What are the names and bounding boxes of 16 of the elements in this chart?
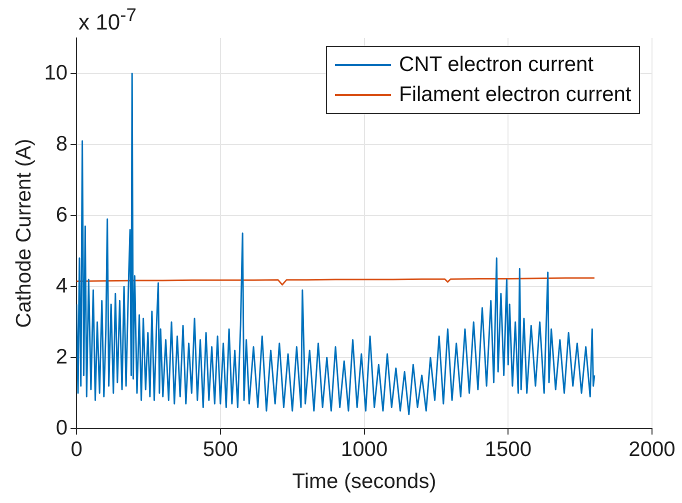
x-tick-label: 1500 <box>484 438 532 461</box>
text: x 10$^{-7}$ <box>78 4 136 36</box>
y-tick-label: 8 <box>56 132 68 156</box>
y-tick-label: 10 <box>44 61 68 84</box>
y-tick-label: 4 <box>56 274 68 298</box>
y-tick-label: 0 <box>56 416 68 440</box>
y-tick-label: 6 <box>56 203 68 226</box>
legend-label: Filament electron current <box>399 82 632 108</box>
x-tick-label: 0 <box>70 438 82 461</box>
x-axis-title: Time (seconds) <box>292 470 436 494</box>
x-tick-label: 1000 <box>340 438 388 461</box>
legend-label: CNT electron current <box>399 52 594 78</box>
x-tick-label: 2000 <box>628 438 676 461</box>
x-tick-label: 500 <box>202 438 238 461</box>
y-tick-label: 2 <box>56 345 68 368</box>
y-axis-title: Cathode Current (A) <box>12 138 36 328</box>
